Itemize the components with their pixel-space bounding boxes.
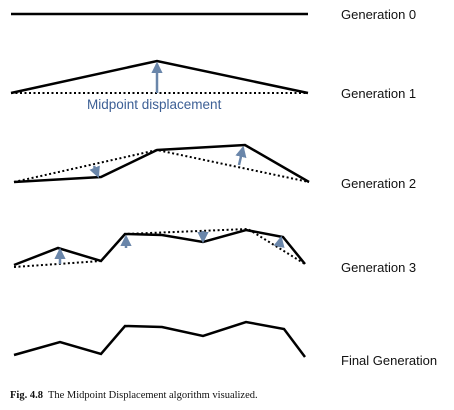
generation-2-previous-dotted-line [13,148,310,183]
generation-2-arrow-down [89,165,100,179]
generation-3-label: Generation 3 [341,260,417,275]
generation-3-solid-line [13,228,306,267]
generation-2-label: Generation 2 [341,176,417,191]
figure-caption-text: The Midpoint Displacement algorithm visu… [47,390,258,401]
generation-0-label: Generation 0 [341,7,417,22]
generation-3-graphic [13,227,306,268]
generation-1-graphic [10,59,309,95]
midpoint-displacement-label: Midpoint displacement [87,97,222,112]
generation-2-solid-line [13,143,310,184]
generation-1-label: Generation 1 [341,86,417,101]
generation-2-arrow-up [235,145,247,166]
final-generation-solid-line [13,320,306,358]
final-generation-label: Final Generation [341,353,438,368]
figure-number: Fig. 4.8 [10,390,43,401]
generation-2-graphic [13,143,310,184]
figure-caption: Fig. 4.8 The Midpoint Displacement algori… [10,390,258,401]
generation-3-arrow-4 [273,235,285,249]
generation-1-solid-line [10,59,309,95]
final-generation-graphic [13,320,306,358]
